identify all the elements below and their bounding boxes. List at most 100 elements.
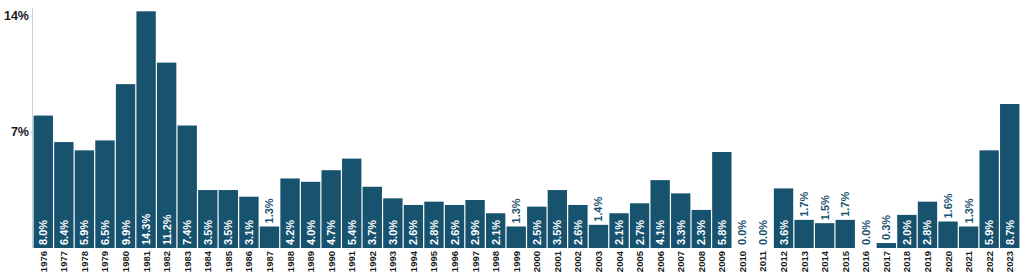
x-tick-label: 1986	[243, 251, 254, 272]
bar	[959, 226, 978, 248]
data-label: 4.0%	[305, 220, 317, 245]
data-label: 0.3%	[880, 215, 892, 240]
x-tick-label: 1977	[58, 251, 69, 272]
x-tick-label: 1996	[449, 251, 460, 272]
x-tick-label: 2020	[943, 251, 954, 272]
x-tick-label: 1984	[202, 250, 213, 272]
x-tick-label: 1985	[223, 250, 234, 272]
data-label: 3.6%	[778, 220, 790, 245]
data-label: 1.7%	[839, 192, 851, 217]
bar	[301, 182, 320, 248]
x-tick-label: 1989	[305, 251, 316, 272]
bar	[95, 140, 114, 248]
x-tick-label: 1980	[120, 251, 131, 272]
x-tick-label: 2010	[737, 251, 748, 272]
bar	[363, 187, 382, 248]
bar	[239, 197, 258, 248]
bar	[219, 190, 238, 248]
bar	[507, 226, 526, 248]
bar	[630, 203, 649, 248]
bar	[280, 178, 299, 248]
data-label: 0.0%	[757, 220, 769, 245]
data-label: 5.4%	[346, 220, 358, 245]
x-tick-label: 2017	[881, 251, 892, 272]
x-tick-label: 2012	[778, 251, 789, 272]
bar	[836, 220, 855, 248]
bar	[733, 248, 752, 249]
data-label: 2.7%	[634, 220, 646, 245]
bar	[486, 213, 505, 248]
data-label: 1.3%	[510, 198, 522, 223]
x-tick-label: 1979	[99, 251, 110, 272]
x-tick-label: 1993	[387, 251, 398, 272]
bar	[527, 207, 546, 248]
data-label: 1.7%	[798, 192, 810, 217]
x-tick-label: 1990	[326, 251, 337, 272]
x-tick-label: 1995	[428, 250, 439, 272]
bar	[918, 202, 937, 248]
bar	[979, 150, 998, 248]
data-label: 2.9%	[469, 220, 481, 245]
x-tick-label: 2022	[984, 251, 995, 272]
data-label: 2.6%	[572, 220, 584, 245]
data-label: 2.5%	[531, 220, 543, 245]
bar	[712, 152, 731, 248]
data-label: 5.9%	[78, 220, 90, 245]
data-label: 6.5%	[99, 220, 111, 245]
data-label: 3.3%	[675, 220, 687, 245]
chart: 7%14%8.0%6.4%5.9%6.5%9.9%14.3%11.2%7.4%3…	[0, 0, 1024, 279]
data-label: 9.9%	[120, 220, 132, 245]
x-tick-label: 2004	[614, 250, 625, 272]
bar	[424, 202, 443, 248]
data-label: 3.5%	[551, 220, 563, 245]
data-label: 14.3%	[140, 214, 152, 245]
y-tick	[30, 132, 33, 133]
y-tick-label: 7%	[11, 125, 29, 139]
x-tick-label: 1992	[367, 251, 378, 272]
x-tick-label: 2019	[922, 251, 933, 272]
data-label: 2.1%	[490, 220, 502, 245]
bar	[568, 205, 587, 248]
bar	[692, 210, 711, 248]
data-label: 8.0%	[37, 220, 49, 245]
data-label: 2.3%	[695, 220, 707, 245]
x-tick-label: 2014	[819, 250, 830, 272]
data-label: 1.3%	[263, 198, 275, 223]
bar	[116, 84, 135, 248]
data-label: 5.9%	[983, 220, 995, 245]
bar	[54, 142, 73, 248]
x-tick-label: 2005	[634, 250, 645, 272]
data-label: 0.0%	[860, 220, 872, 245]
bar	[75, 150, 94, 248]
x-tick-label: 2021	[963, 250, 974, 272]
x-tick-label: 1988	[285, 251, 296, 272]
bar	[198, 190, 217, 248]
bar	[342, 159, 361, 248]
bar	[548, 190, 567, 248]
bar	[897, 215, 916, 248]
bar	[938, 222, 957, 248]
bar	[794, 220, 813, 248]
x-tick-label: 2006	[655, 251, 666, 272]
data-label: 4.2%	[284, 220, 296, 245]
x-tick-label: 2007	[675, 251, 686, 272]
x-tick-label: 2015	[840, 250, 851, 272]
data-label: 4.1%	[654, 220, 666, 245]
x-tick-label: 2001	[552, 250, 563, 272]
data-label: 0.0%	[736, 220, 748, 245]
x-tick-label: 1997	[470, 251, 481, 272]
bar	[877, 243, 896, 248]
x-tick-label: 1976	[38, 251, 49, 272]
x-tick-label: 2018	[901, 251, 912, 272]
data-label: 2.6%	[449, 220, 461, 245]
data-label: 8.7%	[1004, 220, 1016, 245]
x-tick-label: 2011	[757, 250, 768, 271]
data-label: 11.2%	[161, 214, 173, 245]
x-tick-label: 2016	[860, 251, 871, 272]
x-tick-label: 1999	[511, 251, 522, 272]
bar	[260, 226, 279, 248]
bar	[856, 248, 875, 249]
data-label: 7.4%	[181, 220, 193, 245]
bar	[589, 225, 608, 248]
bar	[774, 188, 793, 248]
